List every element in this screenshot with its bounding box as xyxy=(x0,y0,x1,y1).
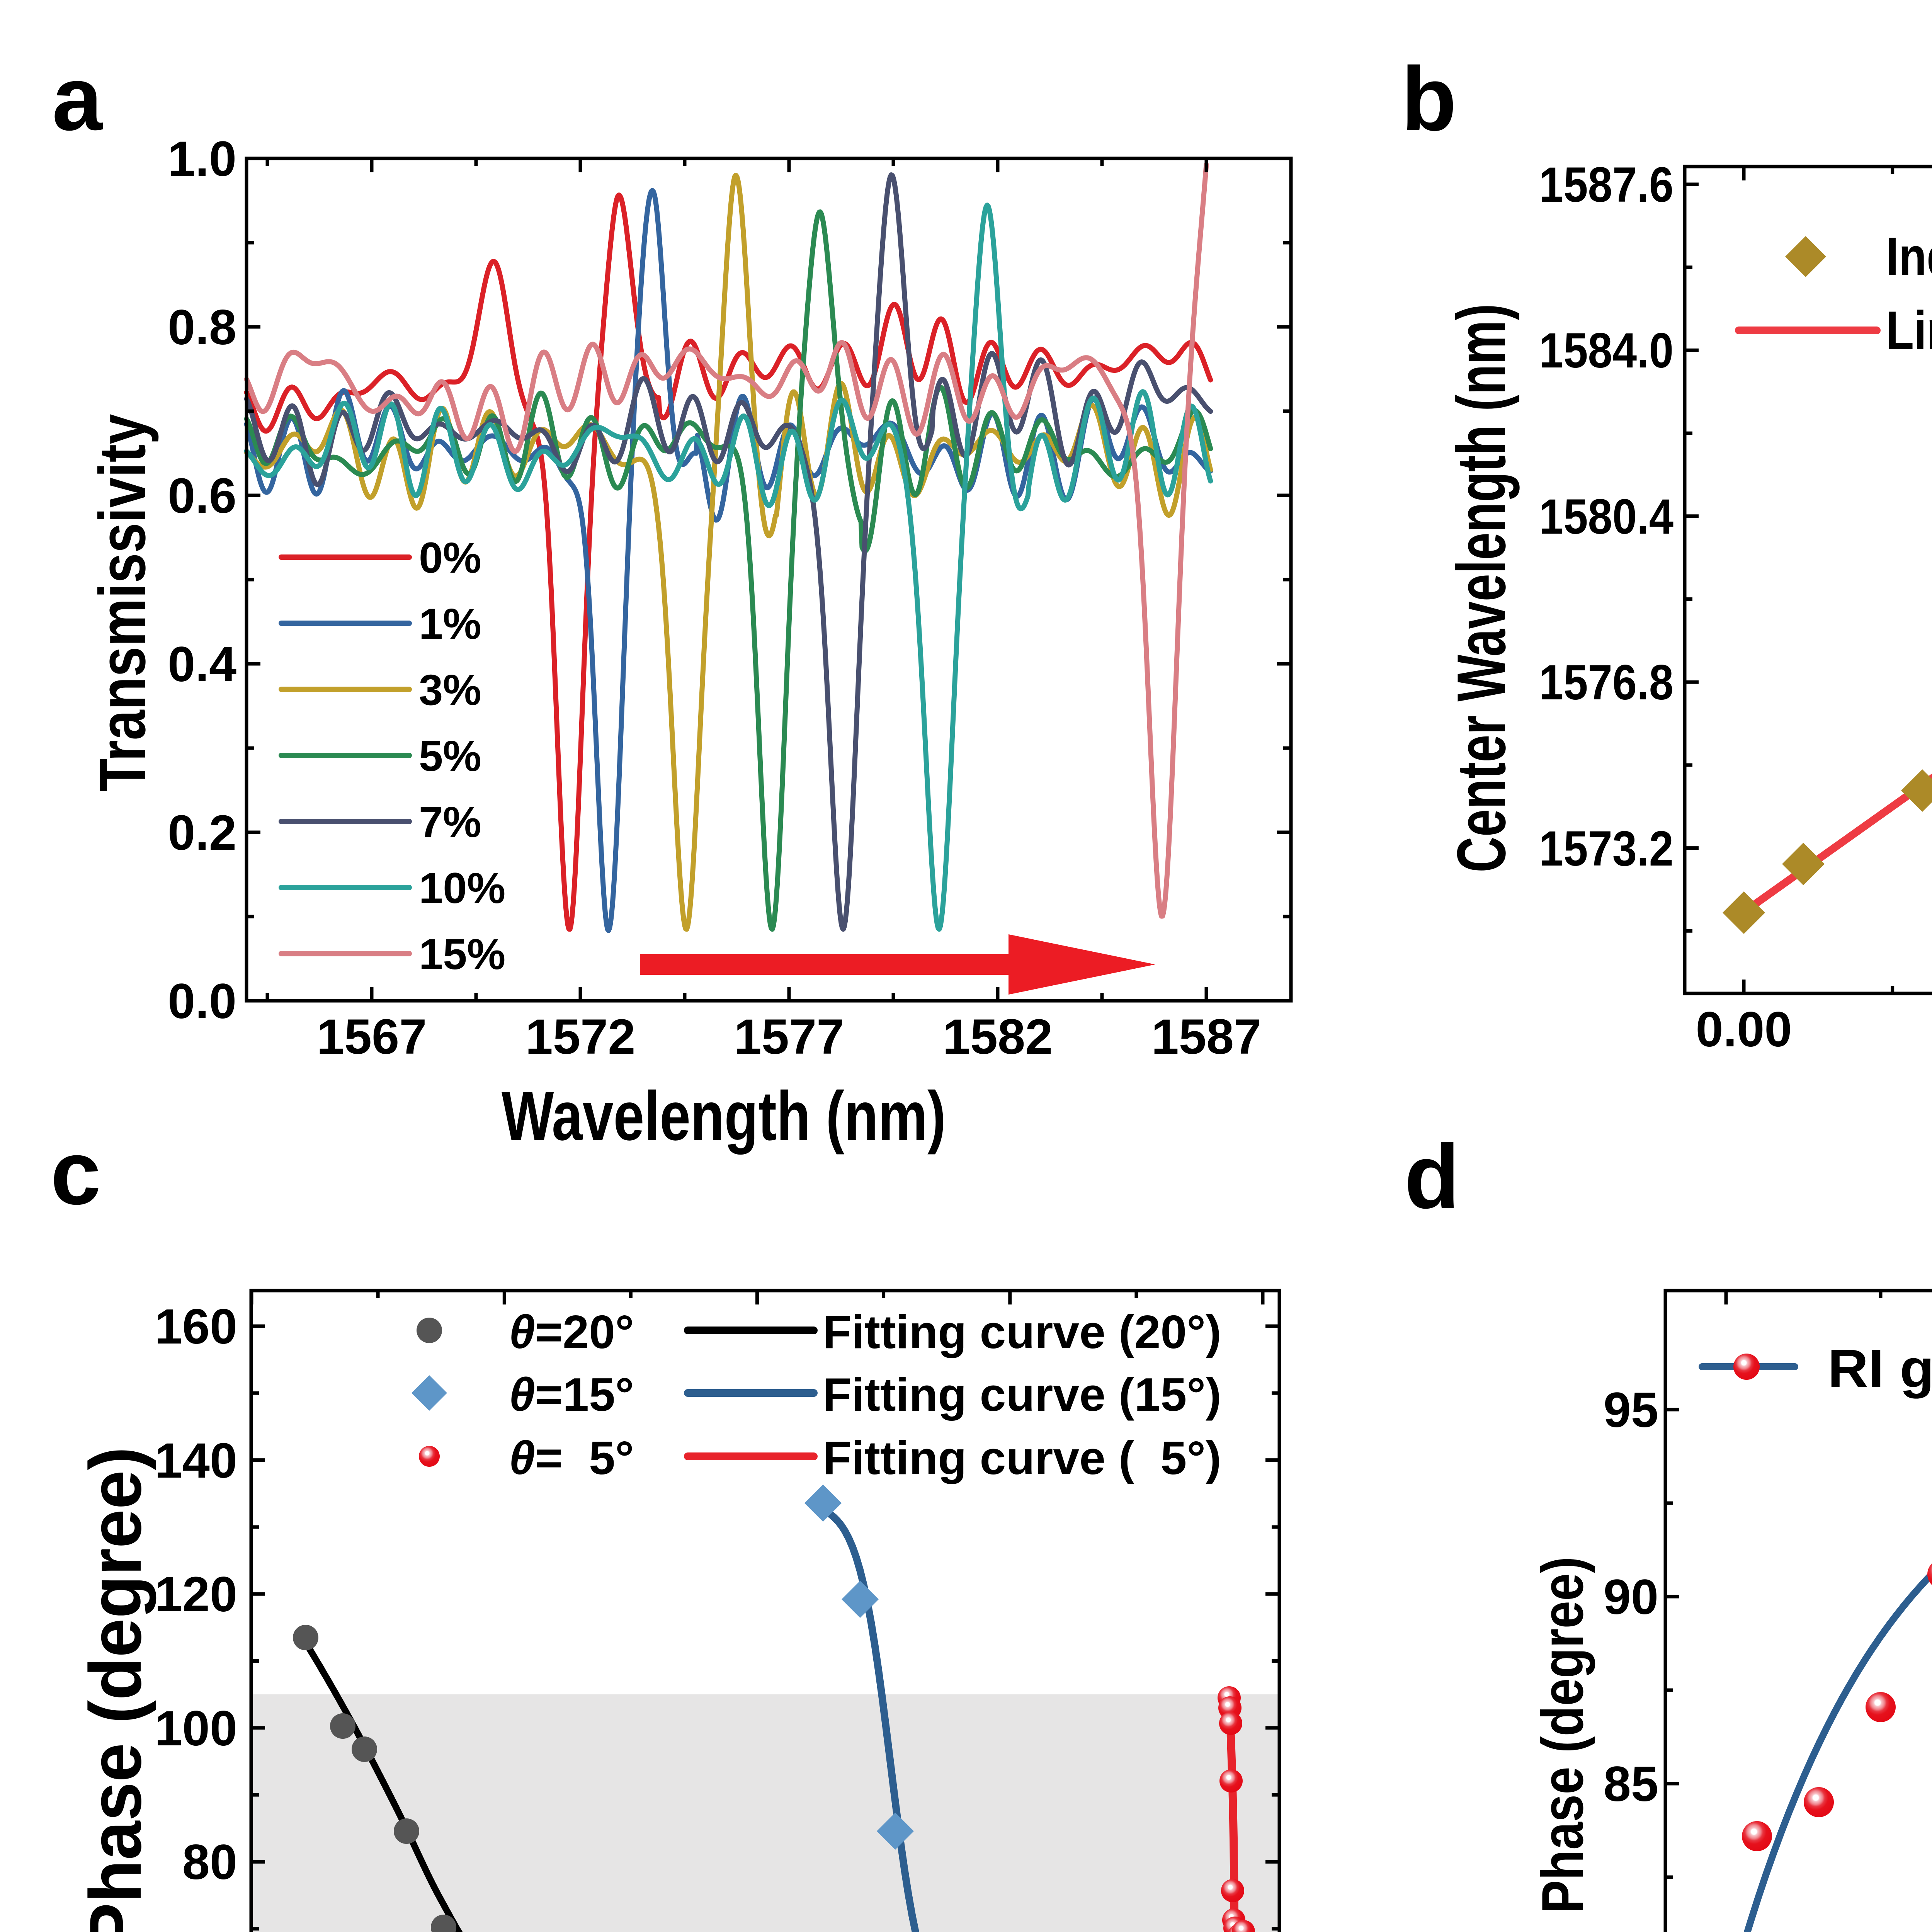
svg-text:1573.2: 1573.2 xyxy=(1539,821,1673,876)
svg-text:0%: 0% xyxy=(419,534,481,582)
svg-text:1577: 1577 xyxy=(734,1009,844,1065)
svg-text:10%: 10% xyxy=(419,864,505,912)
svg-text:1567: 1567 xyxy=(317,1009,427,1065)
svg-text:3%: 3% xyxy=(419,666,481,714)
svg-text:c: c xyxy=(51,1122,101,1223)
svg-text:Linear Fitting: Linear Fitting xyxy=(1886,300,1932,361)
svg-text:0.00: 0.00 xyxy=(1696,1002,1792,1057)
svg-text:120: 120 xyxy=(155,1567,237,1622)
svg-text:1580.4: 1580.4 xyxy=(1539,489,1673,544)
svg-text:Phase (degree): Phase (degree) xyxy=(1530,1557,1595,1913)
svg-text:1587.6: 1587.6 xyxy=(1539,157,1673,213)
svg-text:0.2: 0.2 xyxy=(168,805,236,861)
svg-text:15%: 15% xyxy=(419,930,505,978)
svg-text:100: 100 xyxy=(155,1701,237,1756)
svg-text:Index Gradient Solution: Index Gradient Solution xyxy=(1886,226,1932,287)
svg-text:a: a xyxy=(52,48,104,149)
svg-text:7%: 7% xyxy=(419,798,481,846)
svg-text:Wavelength (nm): Wavelength (nm) xyxy=(502,1077,946,1155)
svg-text:90: 90 xyxy=(1604,1570,1658,1625)
svg-text:1%: 1% xyxy=(419,600,481,648)
svg-text:5%: 5% xyxy=(419,732,481,780)
svg-text:1587: 1587 xyxy=(1151,1009,1262,1065)
svg-text:1582: 1582 xyxy=(943,1009,1053,1065)
svg-text:θ=20°: θ=20° xyxy=(509,1306,634,1358)
svg-text:θ= 5°: θ= 5° xyxy=(509,1432,634,1484)
svg-text:0.8: 0.8 xyxy=(168,300,236,355)
svg-text:0.6: 0.6 xyxy=(168,468,236,524)
svg-text:Fitting curve ( 5°): Fitting curve ( 5°) xyxy=(823,1432,1221,1484)
svg-text:Transmissivity: Transmissivity xyxy=(86,414,159,792)
svg-text:80: 80 xyxy=(182,1835,237,1890)
svg-text:0.4: 0.4 xyxy=(168,637,236,692)
svg-text:Phase (degree): Phase (degree) xyxy=(75,1447,156,1932)
svg-text:95: 95 xyxy=(1604,1383,1658,1438)
svg-text:160: 160 xyxy=(155,1299,237,1354)
svg-text:Center Wavelength (nm): Center Wavelength (nm) xyxy=(1443,304,1520,872)
svg-text:85: 85 xyxy=(1604,1757,1658,1812)
svg-text:1576.8: 1576.8 xyxy=(1539,655,1673,710)
svg-text:Fitting curve (15°): Fitting curve (15°) xyxy=(823,1368,1221,1421)
svg-text:b: b xyxy=(1401,48,1457,150)
svg-text:d: d xyxy=(1404,1126,1460,1227)
svg-text:140: 140 xyxy=(155,1433,237,1488)
svg-text:0.0: 0.0 xyxy=(168,974,236,1029)
svg-text:θ=15°: θ=15° xyxy=(509,1368,634,1421)
svg-text:1.0: 1.0 xyxy=(168,131,236,187)
svg-text:1584.0: 1584.0 xyxy=(1539,323,1673,378)
svg-text:Fitting curve (20°): Fitting curve (20°) xyxy=(823,1306,1221,1358)
svg-text:RI gradient solution: RI gradient solution xyxy=(1828,1338,1932,1399)
svg-text:1572: 1572 xyxy=(526,1009,636,1065)
